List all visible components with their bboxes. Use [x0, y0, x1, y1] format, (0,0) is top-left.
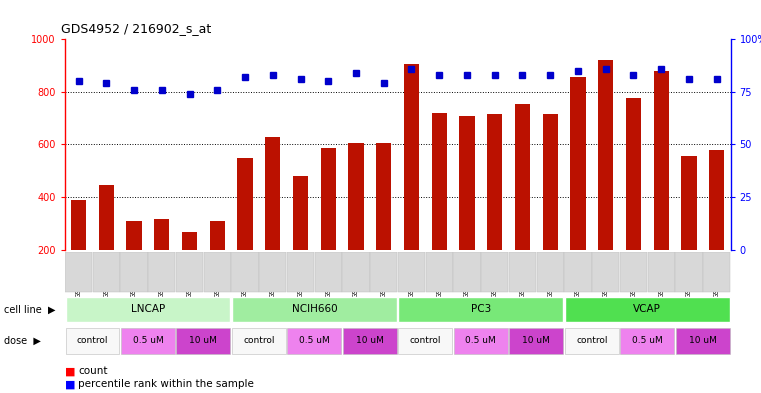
Bar: [565, 328, 619, 354]
Bar: [177, 328, 231, 354]
Bar: [570, 77, 586, 250]
Bar: [431, 113, 447, 250]
Bar: [204, 252, 231, 292]
Bar: [182, 233, 197, 250]
Bar: [370, 252, 397, 292]
Bar: [620, 328, 674, 354]
Bar: [681, 156, 696, 250]
Bar: [65, 296, 231, 322]
Bar: [154, 219, 170, 250]
Text: 10 uM: 10 uM: [689, 336, 717, 345]
Bar: [676, 328, 730, 354]
Bar: [237, 158, 253, 250]
Bar: [565, 252, 591, 292]
Text: 10 uM: 10 uM: [189, 336, 218, 345]
Bar: [537, 252, 564, 292]
Bar: [99, 185, 114, 250]
Bar: [454, 328, 508, 354]
Bar: [598, 60, 613, 250]
Text: 0.5 uM: 0.5 uM: [132, 336, 164, 345]
Bar: [425, 252, 453, 292]
Text: control: control: [409, 336, 441, 345]
Bar: [232, 328, 286, 354]
Bar: [209, 220, 225, 250]
Text: 10 uM: 10 uM: [356, 336, 384, 345]
Bar: [481, 252, 508, 292]
Text: control: control: [77, 336, 108, 345]
Text: ■: ■: [65, 379, 76, 389]
Text: percentile rank within the sample: percentile rank within the sample: [78, 379, 254, 389]
Text: 0.5 uM: 0.5 uM: [632, 336, 663, 345]
Bar: [399, 296, 563, 322]
Bar: [487, 114, 502, 250]
Text: PC3: PC3: [471, 304, 491, 314]
Bar: [543, 114, 558, 250]
Text: count: count: [78, 366, 108, 376]
Bar: [121, 328, 175, 354]
Bar: [93, 252, 120, 292]
Bar: [288, 328, 341, 354]
Bar: [654, 71, 669, 250]
Bar: [399, 328, 452, 354]
Bar: [592, 252, 619, 292]
Bar: [287, 252, 314, 292]
Text: ■: ■: [65, 366, 76, 376]
Bar: [460, 116, 475, 250]
Text: NCIH660: NCIH660: [291, 304, 337, 314]
Bar: [65, 252, 92, 292]
Text: dose  ▶: dose ▶: [4, 336, 40, 346]
Bar: [148, 252, 175, 292]
Text: VCAP: VCAP: [633, 304, 661, 314]
Bar: [320, 149, 336, 250]
Bar: [260, 252, 286, 292]
Bar: [703, 252, 731, 292]
Bar: [120, 252, 148, 292]
Bar: [349, 143, 364, 250]
Bar: [293, 176, 308, 250]
Bar: [65, 328, 119, 354]
Bar: [626, 98, 641, 250]
Bar: [565, 296, 730, 322]
Text: LNCAP: LNCAP: [131, 304, 165, 314]
Bar: [509, 252, 536, 292]
Bar: [454, 252, 481, 292]
Bar: [509, 328, 563, 354]
Bar: [342, 252, 370, 292]
Bar: [515, 104, 530, 250]
Bar: [176, 252, 203, 292]
Bar: [376, 143, 391, 250]
Bar: [71, 200, 86, 250]
Bar: [398, 252, 425, 292]
Bar: [675, 252, 702, 292]
Text: 0.5 uM: 0.5 uM: [466, 336, 496, 345]
Bar: [126, 220, 142, 250]
Bar: [265, 136, 280, 250]
Bar: [620, 252, 647, 292]
Bar: [709, 150, 724, 250]
Bar: [648, 252, 675, 292]
Bar: [232, 296, 396, 322]
Bar: [343, 328, 396, 354]
Text: cell line  ▶: cell line ▶: [4, 305, 56, 314]
Bar: [231, 252, 259, 292]
Text: 0.5 uM: 0.5 uM: [299, 336, 330, 345]
Text: GDS4952 / 216902_s_at: GDS4952 / 216902_s_at: [62, 22, 212, 35]
Text: 10 uM: 10 uM: [522, 336, 550, 345]
Bar: [404, 64, 419, 250]
Text: control: control: [244, 336, 275, 345]
Bar: [314, 252, 342, 292]
Text: control: control: [576, 336, 607, 345]
